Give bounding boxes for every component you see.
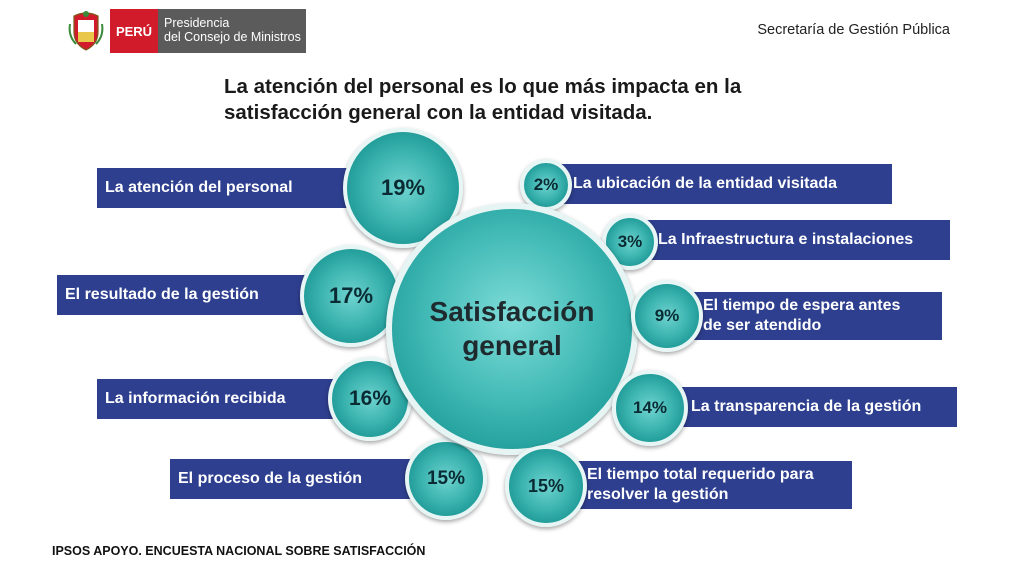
institution-line-1: Presidencia xyxy=(164,16,230,30)
factor-label-tiempo-total-line-2: resolver la gestión xyxy=(587,486,729,503)
factor-label-tiempo-total-line-1: El tiempo total requerido para xyxy=(587,466,814,483)
factor-value-tiempo-espera: 9% xyxy=(631,280,703,352)
coat-of-arms-icon xyxy=(68,11,104,51)
factor-label-atencion: La atención del personal xyxy=(97,168,367,208)
pcm-logo: Presidencia del Consejo de Ministros xyxy=(158,9,306,53)
peru-logo: PERÚ xyxy=(110,9,158,53)
factor-value-proceso-gestion: 15% xyxy=(405,438,487,520)
headline-line-1: La atención del personal es lo que más i… xyxy=(224,75,742,98)
institution-line-2: del Consejo de Ministros xyxy=(164,30,301,44)
factor-value-atencion: 19% xyxy=(343,128,463,248)
factor-label-transparencia: La transparencia de la gestión xyxy=(665,387,957,427)
factor-label-proceso: El proceso de la gestión xyxy=(170,459,432,499)
factor-value-transparencia: 14% xyxy=(612,370,688,446)
factor-label-resultado: El resultado de la gestión xyxy=(57,275,332,315)
factor-label-tiempo-espera-line-2: de ser atendido xyxy=(703,317,822,334)
factor-label-tiempo-espera-line-1: El tiempo de espera antes xyxy=(703,297,901,314)
factor-value-resultado: 17% xyxy=(300,245,402,347)
center-satisfaccion-general: Satisfacción general xyxy=(386,203,638,455)
factor-label-informacion: La información recibida xyxy=(97,379,347,419)
factor-label-ubicacion: La ubicación de la entidad visitada xyxy=(545,164,892,204)
center-line-2: general xyxy=(462,330,562,361)
factor-value-tiempo-total: 15% xyxy=(505,445,587,527)
factor-label-tiempo-espera: El tiempo de espera antes de ser atendid… xyxy=(680,292,942,340)
department-title: Secretaría de Gestión Pública xyxy=(757,22,950,38)
center-line-1: Satisfacción xyxy=(429,296,595,327)
factor-label-tiempo-total: El tiempo total requerido para resolver … xyxy=(570,461,852,509)
slide-headline: La atención del personal es lo que más i… xyxy=(224,74,824,126)
factor-label-infraestructura: La Infraestructura e instalaciones xyxy=(640,220,950,260)
headline-line-2: satisfacción general con la entidad visi… xyxy=(224,101,653,124)
source-footnote: IPSOS APOYO. ENCUESTA NACIONAL SOBRE SAT… xyxy=(52,544,426,558)
